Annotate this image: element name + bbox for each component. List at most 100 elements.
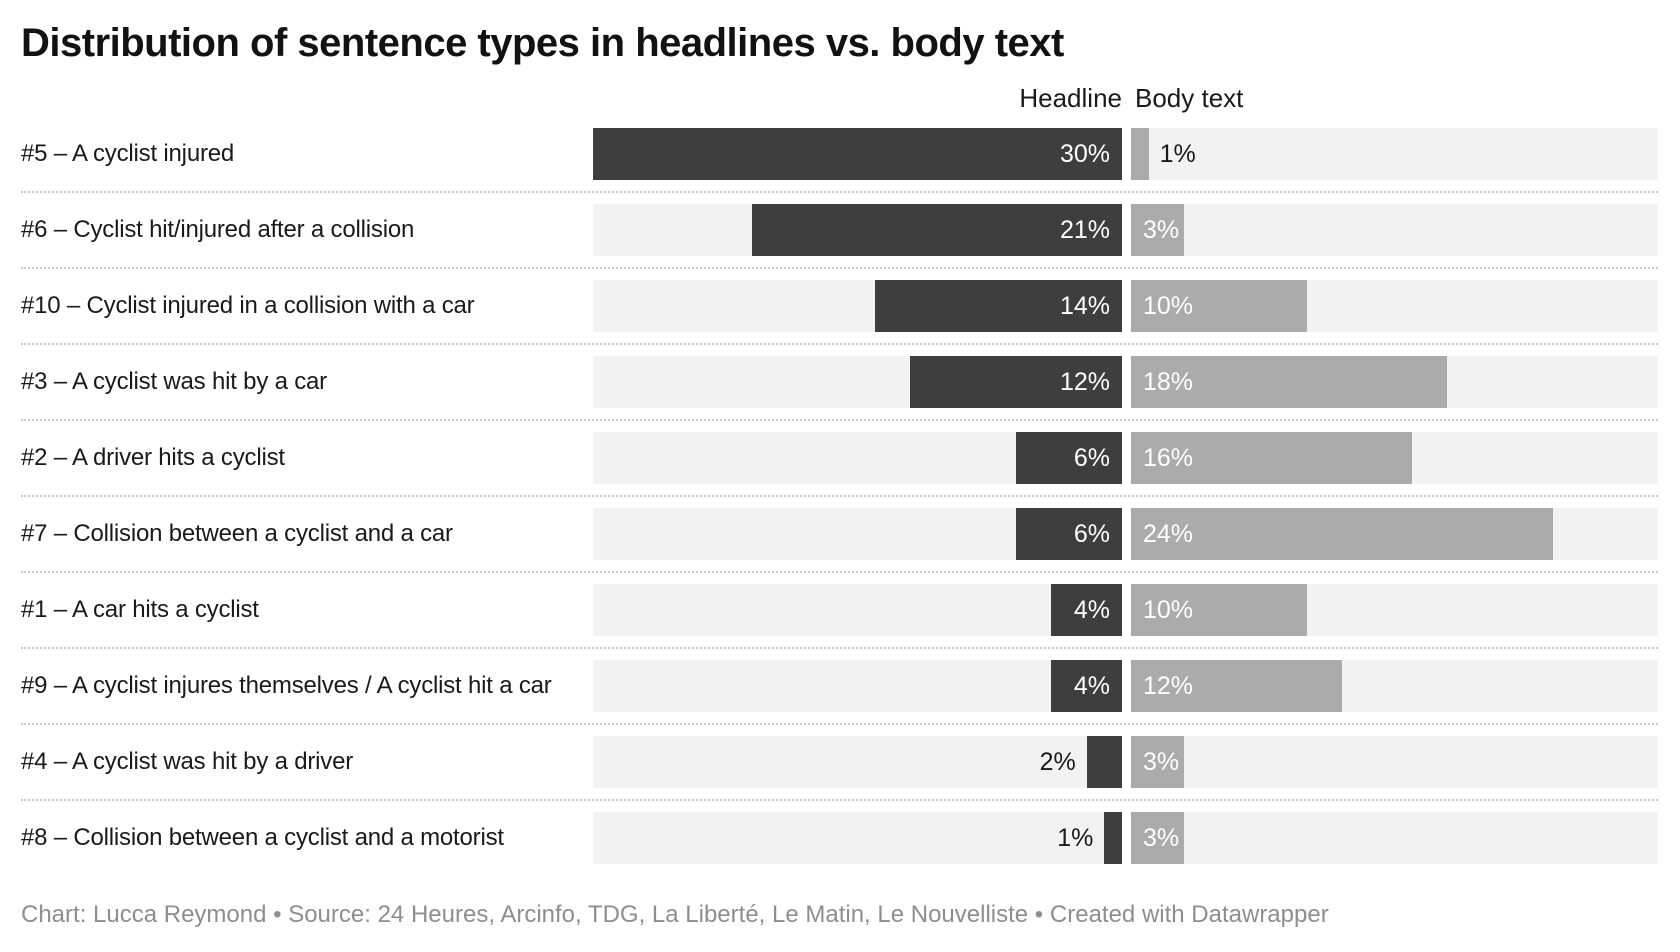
footer-separator: • <box>266 901 289 928</box>
headline-value-label: 12% <box>1059 367 1110 396</box>
column-gap <box>1122 432 1131 484</box>
headline-track: 14% <box>593 280 1122 332</box>
column-gap <box>1122 660 1131 712</box>
headline-bar <box>1104 812 1122 864</box>
bodytext-bar <box>1131 508 1553 560</box>
bodytext-value-label: 16% <box>1143 443 1194 472</box>
legend: Headline Body text <box>21 82 1658 114</box>
row-separator <box>21 571 1658 573</box>
bodytext-track: 1% <box>1131 128 1658 180</box>
headline-bar <box>593 128 1122 180</box>
headline-track: 4% <box>593 660 1122 712</box>
headline-track: 6% <box>593 508 1122 560</box>
bodytext-value-label: 10% <box>1143 291 1194 320</box>
row-label: #3 – A cyclist was hit by a car <box>21 368 327 395</box>
chart-row: #3 – A cyclist was hit by a car 12% 18% <box>21 356 1658 408</box>
chart-row: #1 – A car hits a cyclist 4% 10% <box>21 584 1658 636</box>
bodytext-bar <box>1131 356 1448 408</box>
row-separator <box>21 799 1658 801</box>
bodytext-track: 16% <box>1131 432 1658 484</box>
headline-track: 30% <box>593 128 1122 180</box>
bodytext-bar <box>1131 280 1307 332</box>
headline-bar <box>910 356 1122 408</box>
headline-value-label: 6% <box>1073 519 1110 548</box>
headline-value-label: 4% <box>1073 671 1110 700</box>
row-label: #10 – Cyclist injured in a collision wit… <box>21 292 475 319</box>
column-gap <box>1122 204 1131 256</box>
headline-track: 12% <box>593 356 1122 408</box>
column-gap <box>1122 736 1131 788</box>
headline-value-label: 6% <box>1073 443 1110 472</box>
headline-track: 1% <box>593 812 1122 864</box>
footer-source: Source: 24 Heures, Arcinfo, TDG, La Libe… <box>288 901 1029 928</box>
chart-footer: Chart: Lucca Reymond • Source: 24 Heures… <box>21 900 1658 930</box>
column-gap <box>1122 508 1131 560</box>
bodytext-bar <box>1131 660 1342 712</box>
bodytext-track: 10% <box>1131 584 1658 636</box>
chart-row: #8 – Collision between a cyclist and a m… <box>21 812 1658 864</box>
chart-title: Distribution of sentence types in headli… <box>21 21 1064 65</box>
legend-headline-label: Headline <box>1019 83 1122 113</box>
row-separator <box>21 343 1658 345</box>
bodytext-value-label: 10% <box>1143 595 1194 624</box>
bodytext-track: 10% <box>1131 280 1658 332</box>
row-separator <box>21 191 1658 193</box>
bodytext-value-label: 24% <box>1143 519 1194 548</box>
bodytext-track: 3% <box>1131 812 1658 864</box>
chart-row: #4 – A cyclist was hit by a driver 2% 3% <box>21 736 1658 788</box>
row-label: #9 – A cyclist injures themselves / A cy… <box>21 672 552 699</box>
headline-bar <box>1086 736 1122 788</box>
chart-row: #2 – A driver hits a cyclist 6% 16% <box>21 432 1658 484</box>
footer-separator: • <box>1028 901 1050 928</box>
headline-value-label: 4% <box>1073 595 1110 624</box>
column-gap <box>1122 584 1131 636</box>
row-label: #7 – Collision between a cyclist and a c… <box>21 520 453 547</box>
footer-chart-credit: Chart: Lucca Reymond <box>21 901 267 928</box>
headline-bar <box>1051 660 1122 712</box>
bodytext-bar <box>1131 812 1184 864</box>
chart-row: #6 – Cyclist hit/injured after a collisi… <box>21 204 1658 256</box>
bodytext-bar <box>1131 584 1307 636</box>
column-gap <box>1122 128 1131 180</box>
row-label: #5 – A cyclist injured <box>21 140 235 167</box>
row-label: #2 – A driver hits a cyclist <box>21 444 285 471</box>
bodytext-value-label: 18% <box>1143 367 1194 396</box>
headline-value-label: 2% <box>1039 747 1076 776</box>
headline-bar <box>751 204 1122 256</box>
legend-gap <box>1122 82 1131 114</box>
row-separator <box>21 267 1658 269</box>
chart-row: #10 – Cyclist injured in a collision wit… <box>21 280 1658 332</box>
bodytext-value-label: 3% <box>1143 215 1180 244</box>
headline-value-label: 30% <box>1059 139 1110 168</box>
bar-rows: #5 – A cyclist injured 30% 1% #6 – Cyclist … <box>0 128 1680 864</box>
bodytext-track: 3% <box>1131 736 1658 788</box>
chart-row: #7 – Collision between a cyclist and a c… <box>21 508 1658 560</box>
row-label: #1 – A car hits a cyclist <box>21 596 259 623</box>
row-separator <box>21 647 1658 649</box>
headline-track: 21% <box>593 204 1122 256</box>
bodytext-value-label: 12% <box>1143 671 1194 700</box>
chart-row: #5 – A cyclist injured 30% 1% <box>21 128 1658 180</box>
legend-bodytext-label: Body text <box>1135 83 1244 113</box>
bodytext-bar <box>1131 432 1413 484</box>
column-gap <box>1122 280 1131 332</box>
headline-value-label: 21% <box>1059 215 1110 244</box>
row-label: #8 – Collision between a cyclist and a m… <box>21 824 504 851</box>
datawrapper-link[interactable]: Created with Datawrapper <box>1049 901 1329 928</box>
chart-row: #9 – A cyclist injures themselves / A cy… <box>21 660 1658 712</box>
row-separator <box>21 723 1658 725</box>
bodytext-track: 24% <box>1131 508 1658 560</box>
headline-value-label: 1% <box>1057 823 1094 852</box>
bodytext-track: 3% <box>1131 204 1658 256</box>
bodytext-track: 18% <box>1131 356 1658 408</box>
headline-bar <box>875 280 1122 332</box>
headline-track: 4% <box>593 584 1122 636</box>
headline-bar <box>1016 432 1122 484</box>
bodytext-value-label: 3% <box>1143 747 1180 776</box>
bodytext-value-label: 3% <box>1143 823 1180 852</box>
column-gap <box>1122 812 1131 864</box>
column-gap <box>1122 356 1131 408</box>
row-label: #4 – A cyclist was hit by a driver <box>21 748 354 775</box>
bodytext-bar <box>1131 736 1184 788</box>
